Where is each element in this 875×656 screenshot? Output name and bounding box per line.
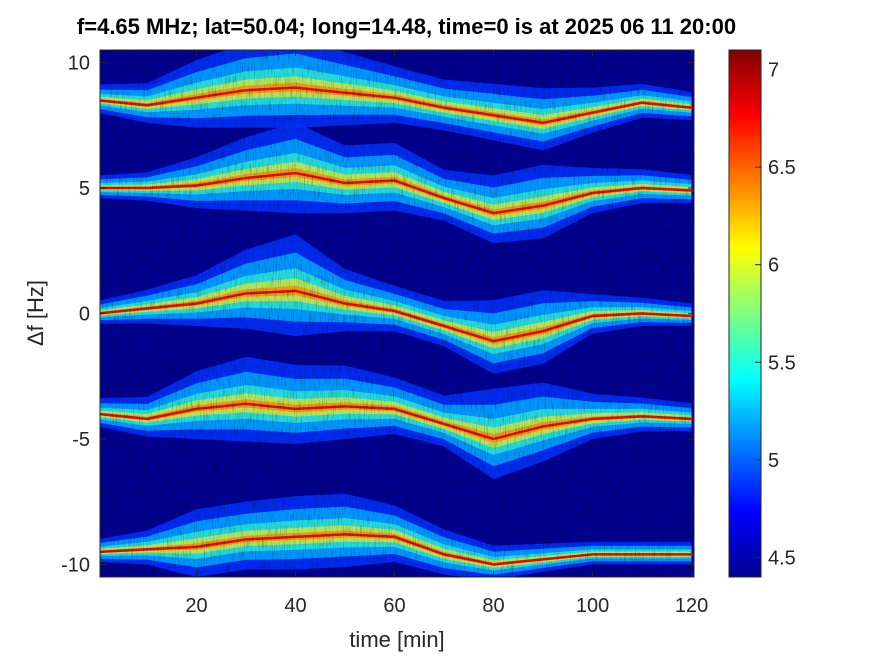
y-axis-label: Δf [Hz] <box>23 280 48 346</box>
x-tick-label: 100 <box>576 595 609 617</box>
x-axis-label: time [min] <box>349 627 444 652</box>
colorbar-tick-label: 4.5 <box>768 547 796 569</box>
noise-texture <box>100 50 694 577</box>
y-tick-label: -10 <box>61 554 90 576</box>
x-tick-label: 60 <box>383 595 405 617</box>
x-tick-label: 20 <box>185 595 207 617</box>
colorbar <box>728 49 762 578</box>
x-tick-label: 120 <box>675 595 708 617</box>
x-tick-label: 40 <box>284 595 306 617</box>
colorbar-tick-label: 6 <box>768 255 779 277</box>
y-tick-label: -5 <box>72 429 90 451</box>
colorbar-tick-label: 7 <box>768 60 779 82</box>
x-axis: 20 40 60 80 100 120 <box>185 50 708 617</box>
colorbar-ticks: 4.5 5 5.5 6 6.5 7 <box>755 60 796 569</box>
x-tick-label: 80 <box>482 595 504 617</box>
chart-title: f=4.65 MHz; lat=50.04; long=14.48, time=… <box>0 14 875 40</box>
chart-title-text: f=4.65 MHz; lat=50.04; long=14.48, time=… <box>76 14 737 39</box>
y-axis: 10 5 0 -5 -10 <box>61 53 694 576</box>
y-tick-label: 10 <box>68 53 90 75</box>
y-tick-label: 5 <box>79 178 90 200</box>
colorbar-tick-label: 5 <box>768 450 779 472</box>
y-tick-label: 0 <box>79 304 90 326</box>
colorbar-tick-label: 6.5 <box>768 157 796 179</box>
colorbar-tick-label: 5.5 <box>768 352 796 374</box>
